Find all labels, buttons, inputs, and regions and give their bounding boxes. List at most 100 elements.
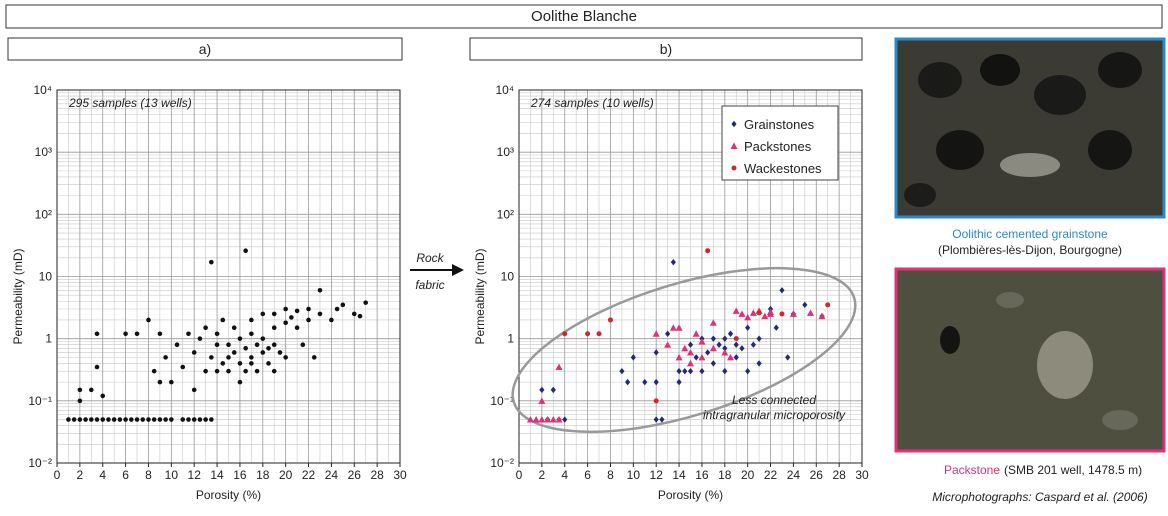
y-tick-label: 10³ [35,145,52,159]
point [745,367,751,375]
point [203,368,208,374]
note: intragranular microporosity [703,408,846,422]
point [653,378,659,386]
point [271,311,277,317]
legend-marker [731,165,737,171]
point [669,324,677,331]
point [727,353,735,361]
point [351,311,357,317]
point [203,325,208,331]
point [89,387,94,393]
point [123,331,128,337]
point [306,306,311,312]
photo-caption: Packstone [944,463,1000,477]
point [197,417,203,422]
point [709,344,717,352]
point [254,368,260,374]
y-tick-label: 10 [39,270,53,284]
point [687,367,694,375]
photo [894,37,1166,219]
point [226,342,231,347]
point [77,417,83,422]
point [94,364,100,370]
point [670,258,676,266]
point [283,355,288,360]
point [738,310,746,317]
point [750,341,756,348]
point [532,416,540,423]
point [249,317,254,323]
point [625,378,631,386]
point [709,319,717,326]
point [237,379,243,385]
x-tick-label: 14 [672,468,686,482]
x-tick-label: 12 [650,468,664,482]
legend-box [721,105,839,181]
point [283,320,288,326]
point [220,317,226,323]
x-tick-label: 24 [325,468,339,482]
point [562,331,568,337]
point [555,416,563,423]
point [789,310,797,317]
y-tick-label: 10⁻¹ [490,394,514,408]
point [157,379,163,385]
point [761,312,769,320]
point [665,330,671,337]
x-tick-label: 12 [188,468,202,482]
oolite [936,130,984,170]
point [693,354,699,361]
x-tick-label: 8 [607,468,614,482]
point [214,331,220,337]
y-tick-label: 10³ [497,145,514,159]
point [146,417,151,422]
point [642,378,648,386]
point [260,311,266,317]
point [538,397,546,404]
legend-label: Grainstones [744,117,815,132]
point [675,353,683,361]
point [716,341,722,348]
point [687,348,694,356]
point [266,361,271,366]
point [191,417,197,422]
point [653,398,659,404]
legend-label: Wackestones [744,161,822,176]
point [129,417,134,422]
point [555,363,563,371]
point [732,307,740,314]
point [163,355,168,360]
point [340,302,346,308]
point [722,367,728,375]
ellipse-outline [511,266,857,434]
oolite [904,183,936,207]
point [550,386,556,394]
point [140,417,146,422]
point [71,417,77,422]
point [653,349,659,356]
point [727,330,734,337]
oolite [1088,130,1132,170]
x-tick-label: 0 [516,468,523,482]
point [249,355,254,360]
x-tick-label: 24 [787,468,801,482]
point [243,368,248,374]
point [544,416,552,423]
arrow-label: fabric [415,278,444,292]
point [134,417,140,422]
point [538,416,546,423]
point [100,393,106,399]
point [311,355,317,360]
point [77,387,83,393]
photo-location: (SMB 201 well, 1478.5 m) [1004,463,1142,477]
point [209,417,214,422]
point [749,309,757,316]
x-tick-label: 22 [764,468,778,482]
legend-marker [730,142,738,149]
y-tick-label: 10² [497,207,514,221]
y-tick-label: 10⁻¹ [28,394,52,408]
point [676,367,682,375]
point [231,350,237,355]
point [209,355,214,360]
